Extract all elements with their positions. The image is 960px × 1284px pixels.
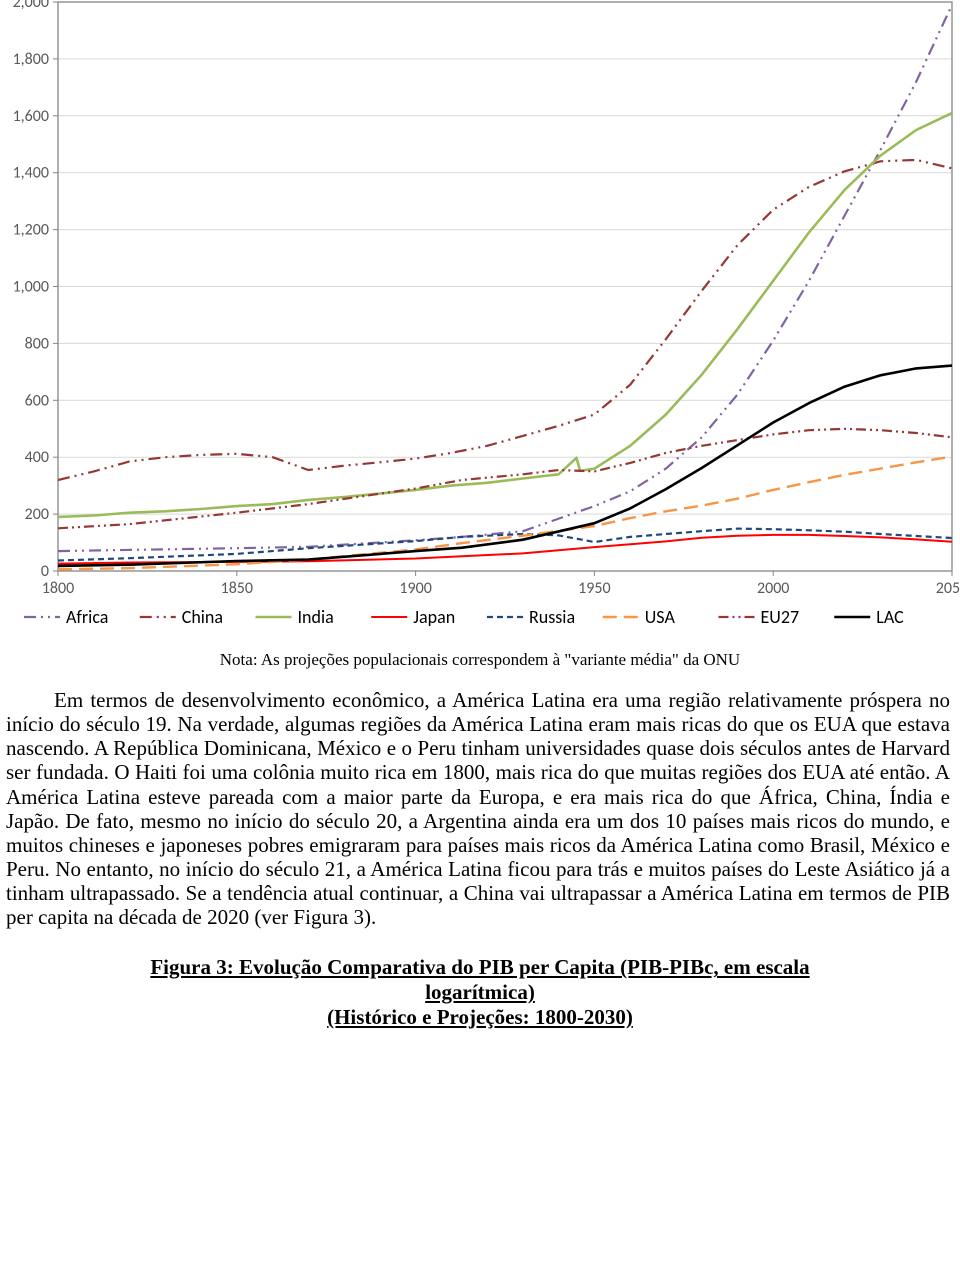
svg-text:USA: USA	[645, 606, 676, 628]
svg-text:China: China	[182, 606, 223, 628]
figure-title-line3: (Histórico e Projeções: 1800-2030)	[40, 1005, 920, 1030]
figure-title-line2: logarítmica)	[40, 980, 920, 1005]
svg-text:Russia: Russia	[529, 606, 575, 628]
svg-text:India: India	[298, 606, 334, 628]
chart-note: Nota: As projeções populacionais corresp…	[0, 650, 960, 670]
svg-text:400: 400	[25, 448, 49, 467]
body-paragraph-text: Em termos de desenvolvimento econômico, …	[6, 688, 950, 929]
population-chart: 02004006008001,0001,2001,4001,6001,8002,…	[0, 0, 960, 640]
svg-text:1,600: 1,600	[13, 107, 49, 126]
svg-text:Japan: Japan	[413, 606, 455, 628]
svg-text:1,800: 1,800	[13, 50, 49, 69]
svg-text:200: 200	[25, 505, 49, 524]
svg-text:1800: 1800	[42, 579, 74, 598]
svg-text:2050: 2050	[936, 579, 960, 598]
svg-text:1,200: 1,200	[13, 221, 49, 240]
svg-text:2,000: 2,000	[13, 0, 49, 12]
svg-text:Africa: Africa	[66, 606, 108, 628]
figure-title-line1: Figura 3: Evolução Comparativa do PIB pe…	[40, 955, 920, 980]
svg-text:600: 600	[25, 391, 49, 410]
svg-text:1,400: 1,400	[13, 164, 49, 183]
figure-3-title: Figura 3: Evolução Comparativa do PIB pe…	[0, 955, 960, 1029]
svg-text:1900: 1900	[399, 579, 431, 598]
svg-text:800: 800	[25, 334, 49, 353]
svg-text:LAC: LAC	[876, 606, 904, 628]
body-paragraph: Em termos de desenvolvimento econômico, …	[0, 688, 960, 929]
svg-text:EU27: EU27	[761, 606, 800, 628]
svg-text:2000: 2000	[757, 579, 789, 598]
svg-text:1,000: 1,000	[13, 278, 49, 297]
svg-text:1850: 1850	[221, 579, 253, 598]
svg-text:1950: 1950	[578, 579, 610, 598]
